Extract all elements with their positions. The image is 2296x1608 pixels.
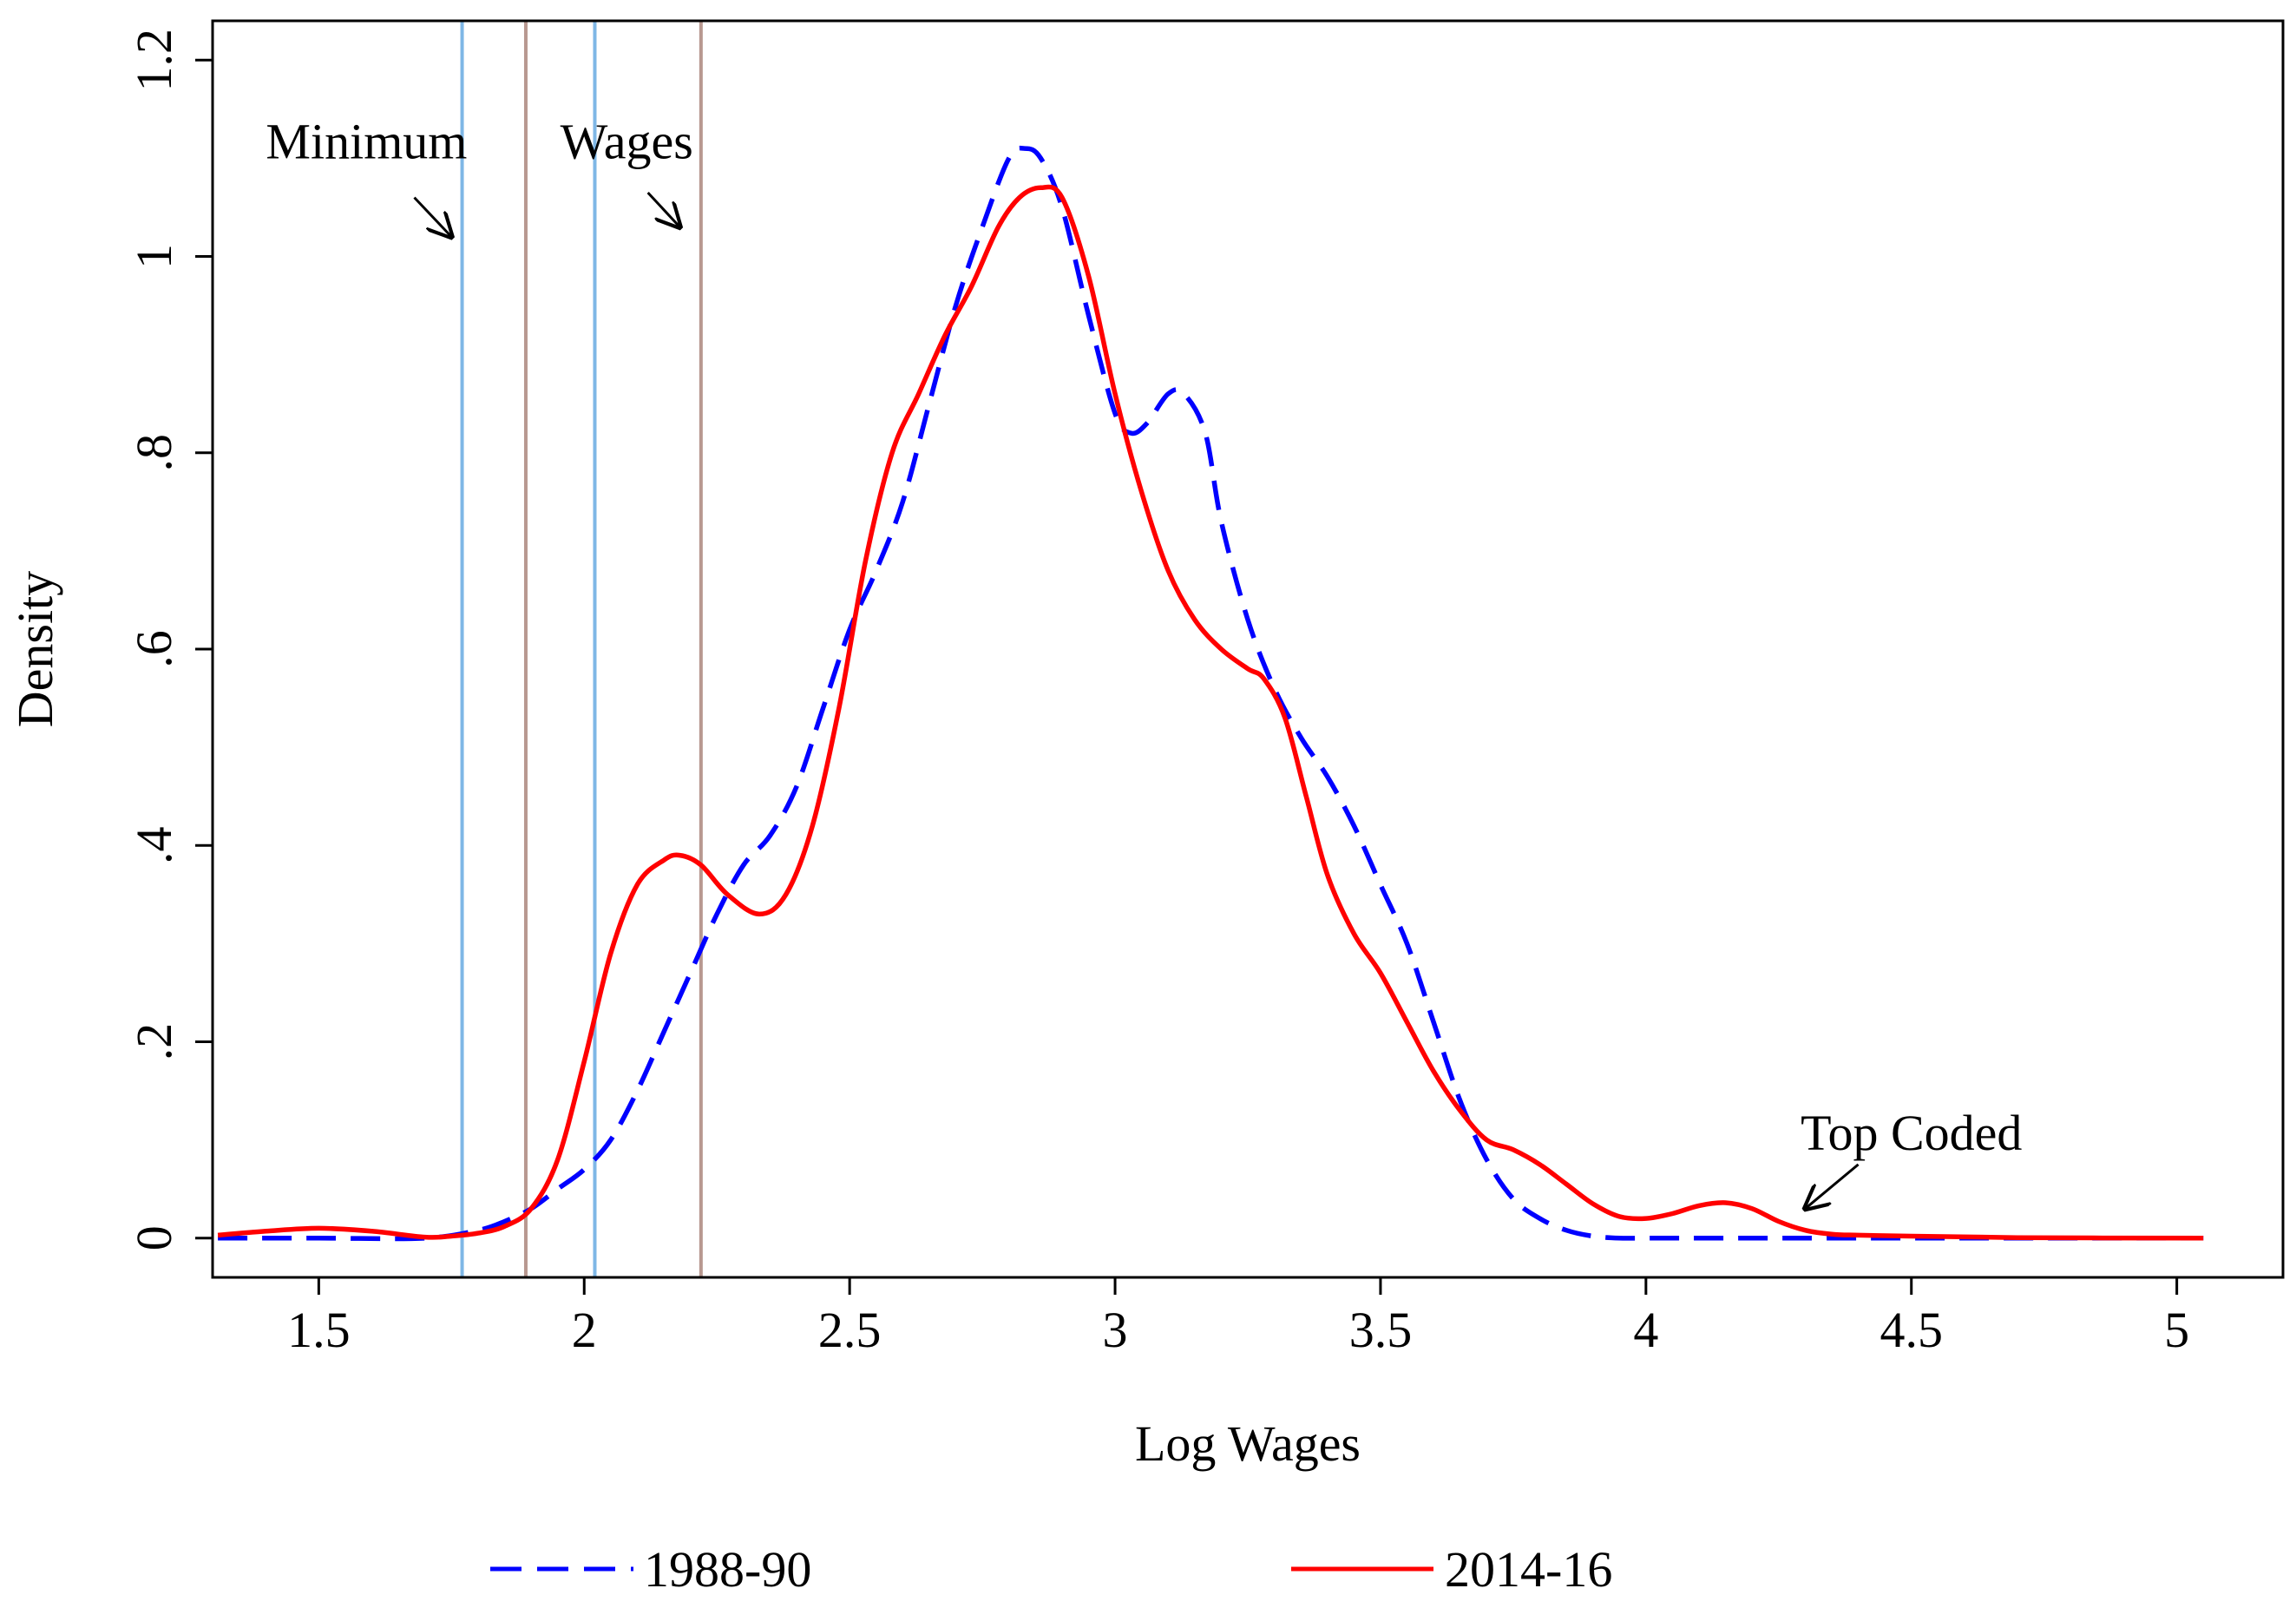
y-tick-label: 0 (126, 1225, 182, 1250)
x-axis-title: Log Wages (1135, 1415, 1361, 1472)
legend-label-1988-90: 1988-90 (644, 1541, 811, 1598)
axes: 1.5 2 2.5 3 3.5 4 4.5 5 0 .2 .4 .6 .8 1 1.2 (126, 29, 2189, 1358)
y-tick-label: .6 (126, 630, 182, 668)
legend-label-2014-16: 2014-16 (1445, 1541, 1612, 1598)
x-tick-label: 5 (2164, 1302, 2189, 1358)
y-tick-label: .4 (126, 827, 182, 865)
x-tick-label: 4.5 (1879, 1302, 1943, 1358)
annotation-label: Top Coded (1801, 1105, 2022, 1161)
annotations: Minimum Wages Top Coded (266, 113, 2022, 1208)
minimum-wage-lines (460, 21, 703, 1277)
x-tick-label: 3 (1103, 1302, 1128, 1358)
annotation-arrow (413, 196, 451, 237)
y-tick-label: 1 (126, 244, 182, 269)
x-tick-label: 3.5 (1349, 1302, 1413, 1358)
series-line-2014-16 (217, 184, 2204, 1241)
x-tick-label: 4 (1633, 1302, 1658, 1358)
series-line-1988-90 (218, 145, 2204, 1242)
annotation-arrow (1805, 1163, 1860, 1209)
legend: 1988-90 2014-16 (490, 1541, 1612, 1598)
y-tick-label: .8 (126, 434, 182, 472)
density-curves (217, 145, 2204, 1242)
annotation-label: Minimum (266, 113, 467, 169)
annotation-arrow (646, 191, 680, 227)
y-axis-title: Density (7, 571, 63, 727)
x-tick-label: 2 (572, 1302, 597, 1358)
x-tick-label: 1.5 (287, 1302, 351, 1358)
annotation-label: Wages (561, 113, 693, 169)
x-tick-label: 2.5 (818, 1302, 882, 1358)
y-tick-label: .2 (126, 1023, 182, 1061)
y-tick-label: 1.2 (126, 29, 182, 92)
